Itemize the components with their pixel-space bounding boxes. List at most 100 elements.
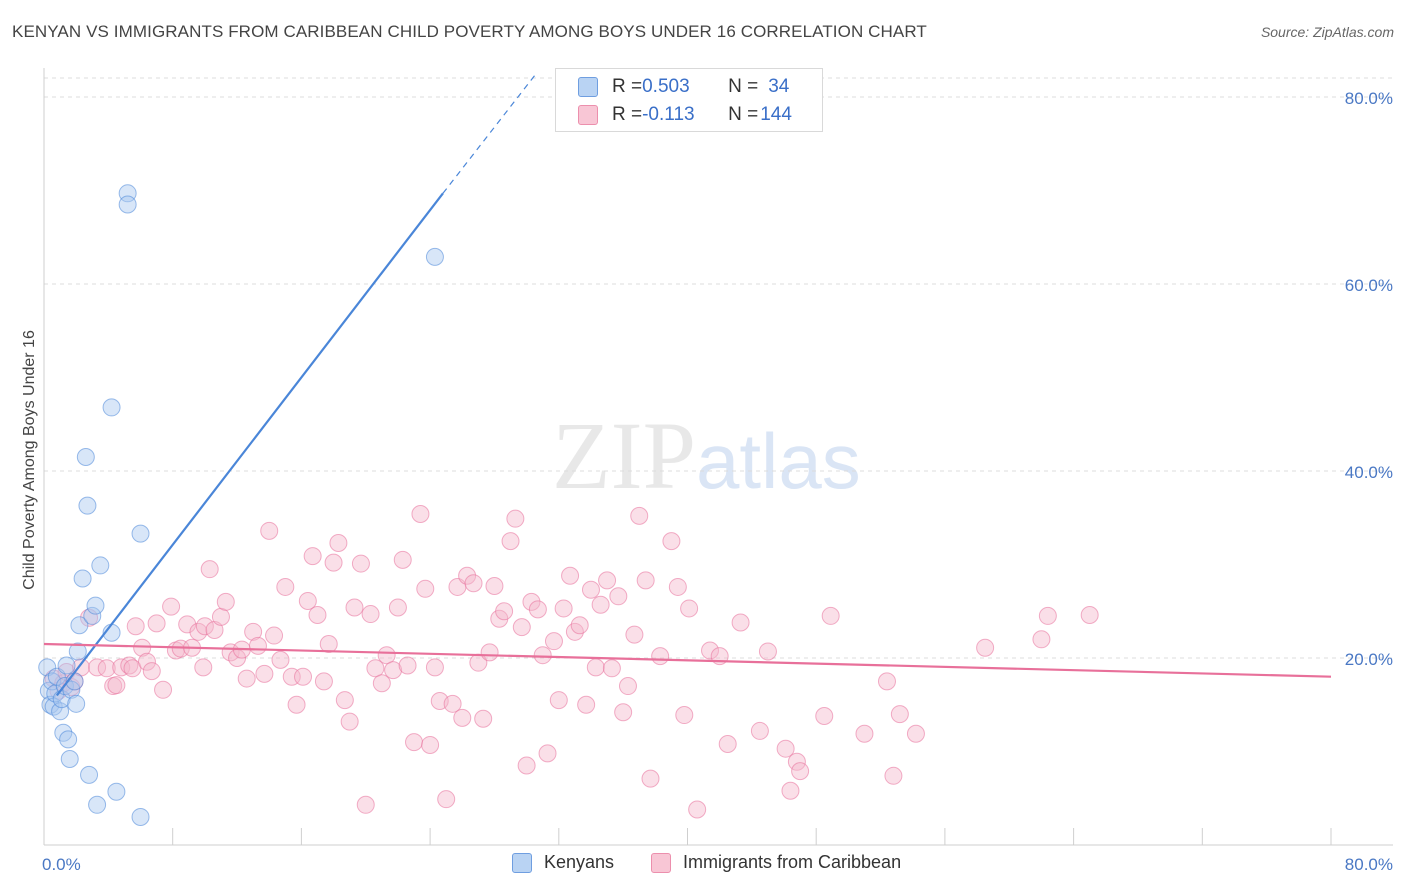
legend-r-value: 0.503	[642, 76, 690, 97]
legend-n-label: N =	[728, 76, 759, 97]
caribbean-point	[1038, 606, 1057, 625]
caribbean-point	[216, 592, 235, 611]
caribbean-point	[178, 615, 197, 634]
y-tick-label: 80.0%	[1345, 89, 1393, 108]
caribbean-point	[194, 658, 213, 677]
kenyans-point	[131, 807, 150, 826]
x-tick-label-max: 80.0%	[1345, 855, 1393, 874]
caribbean-point	[821, 606, 840, 625]
caribbean-point	[855, 724, 874, 743]
source-label: Source: ZipAtlas.com	[1260, 24, 1394, 40]
caribbean-point	[107, 676, 126, 695]
bottom-legend: Kenyans Immigrants from Caribbean	[0, 852, 1406, 878]
bottom-legend-label: Kenyans	[544, 852, 615, 872]
caribbean-point	[474, 709, 493, 728]
caribbean-point	[147, 614, 166, 633]
y-tick-label: 40.0%	[1345, 463, 1393, 482]
caribbean-point	[211, 607, 230, 626]
x-tick-label-min: 0.0%	[42, 855, 81, 874]
caribbean-point	[750, 721, 769, 740]
caribbean-point	[522, 592, 541, 611]
caribbean-point	[126, 617, 145, 636]
caribbean-point	[877, 672, 896, 691]
kenyans-point	[107, 782, 126, 801]
caribbean-point	[314, 672, 333, 691]
caribbean-point	[591, 595, 610, 614]
caribbean-point	[554, 599, 573, 618]
caribbean-point	[1032, 630, 1051, 649]
caribbean-point	[976, 638, 995, 657]
caribbean-point	[538, 744, 557, 763]
caribbean-point	[680, 599, 699, 618]
bottom-legend-swatch-kenyans	[512, 852, 532, 873]
caribbean-point	[528, 600, 547, 619]
caribbean-point	[384, 661, 403, 680]
kenyans-point	[86, 596, 105, 615]
caribbean-point	[701, 641, 720, 660]
caribbean-point	[641, 769, 660, 788]
caribbean-point	[586, 658, 605, 677]
caribbean-point	[356, 795, 375, 814]
caribbean-point	[668, 577, 687, 596]
caribbean-point	[271, 650, 290, 669]
kenyans-point	[59, 730, 78, 749]
caribbean-point	[329, 533, 348, 552]
caribbean-point	[890, 705, 909, 724]
caribbean-point	[549, 691, 568, 710]
caribbean-point	[195, 617, 214, 636]
caribbean-point	[319, 634, 338, 653]
caribbean-point	[340, 712, 359, 731]
caribbean-trend-line	[43, 642, 1332, 678]
caribbean-point	[458, 566, 477, 585]
bottom-legend-caribbean: Immigrants from Caribbean	[651, 852, 901, 873]
caribbean-point	[366, 659, 385, 678]
chart-title: KENYAN VS IMMIGRANTS FROM CARIBBEAN CHIL…	[12, 22, 927, 41]
kenyans-point	[80, 765, 99, 784]
caribbean-point	[758, 642, 777, 661]
stats-legend: R = 0.503 N = 34 R = -0.113 N = 144	[555, 68, 823, 132]
caribbean-point	[512, 618, 531, 637]
caribbean-point	[815, 706, 834, 725]
caribbean-point	[630, 506, 649, 525]
caribbean-point	[361, 605, 380, 624]
caribbean-point	[776, 739, 795, 758]
caribbean-point	[303, 547, 322, 566]
legend-row-caribbean: R = -0.113 N = 144	[578, 104, 792, 126]
caribbean-point	[393, 550, 412, 569]
legend-swatch-caribbean	[578, 105, 598, 125]
legend-n-value: 34	[768, 76, 790, 97]
caribbean-point	[443, 694, 462, 713]
caribbean-point	[618, 677, 637, 696]
y-tick-label: 60.0%	[1345, 276, 1393, 295]
caribbean-point	[485, 577, 504, 596]
caribbean-point	[517, 756, 536, 775]
legend-n-label: N =	[728, 104, 759, 125]
watermark-atlas: atlas	[696, 417, 861, 505]
caribbean-point	[602, 659, 621, 678]
caribbean-point	[614, 703, 633, 722]
legend-n-value: 144	[760, 104, 792, 125]
caribbean-point	[609, 587, 628, 606]
caribbean-point	[651, 647, 670, 666]
caribbean-point	[411, 505, 430, 524]
caribbean-point	[88, 658, 107, 677]
bottom-legend-swatch-caribbean	[651, 852, 671, 873]
caribbean-point	[294, 667, 313, 686]
caribbean-point	[398, 656, 417, 675]
caribbean-point	[154, 680, 173, 699]
kenyans-trend-extension	[442, 75, 536, 194]
watermark-zip: ZIP	[552, 402, 696, 509]
kenyans-point	[60, 749, 79, 768]
caribbean-point	[533, 646, 552, 665]
caribbean-point	[377, 646, 396, 665]
caribbean-point	[205, 620, 224, 639]
caribbean-point	[718, 735, 737, 754]
caribbean-point	[287, 695, 306, 714]
kenyans-point	[73, 569, 92, 588]
caribbean-point	[688, 800, 707, 819]
caribbean-point	[324, 553, 343, 572]
legend-r-label: R =	[612, 104, 643, 125]
caribbean-point	[137, 652, 156, 671]
caribbean-point	[506, 509, 525, 528]
caribbean-point	[405, 733, 424, 752]
